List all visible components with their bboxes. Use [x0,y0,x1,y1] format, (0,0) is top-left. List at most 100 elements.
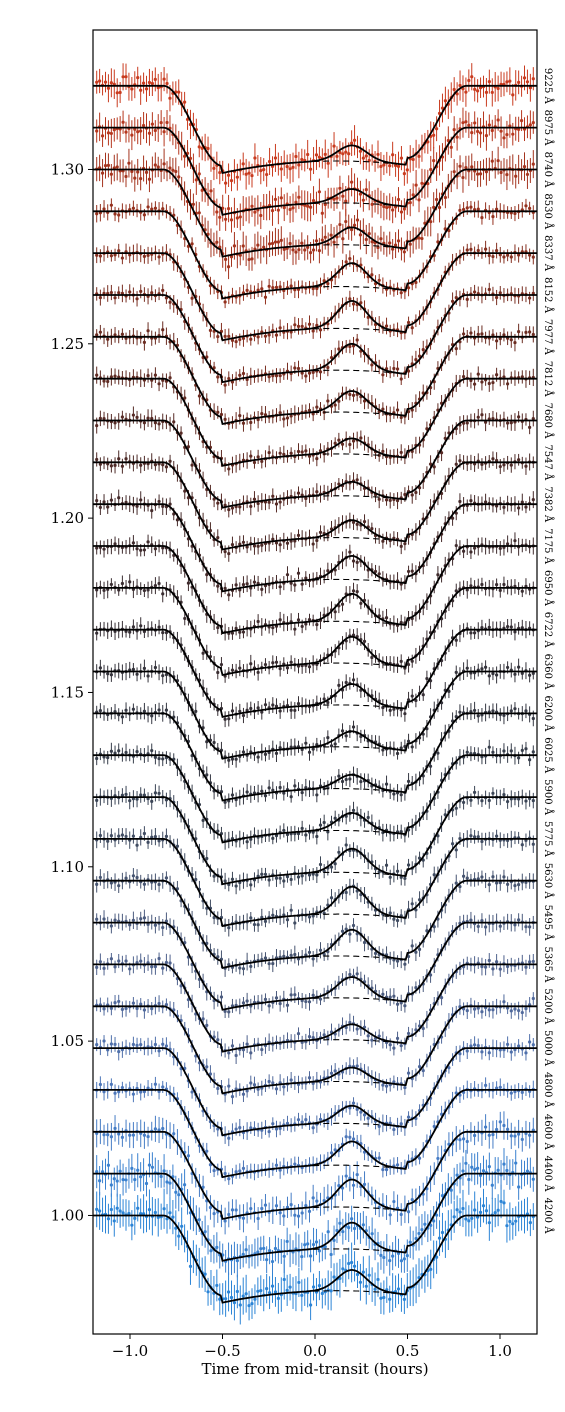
data-point [472,1007,477,1011]
data-point [289,877,293,882]
data-point [311,957,315,961]
data-point [227,508,231,512]
data-point [315,490,319,494]
data-point [454,806,458,810]
data-point [121,1211,125,1215]
data-point [267,1249,272,1253]
data-point [435,1255,439,1259]
data-point [341,1230,345,1234]
data-point [282,1277,286,1282]
data-point [297,1280,301,1285]
data-point [351,678,356,682]
data-point [406,1210,411,1214]
data-point [161,757,165,761]
data-point [403,492,407,497]
data-point [350,1217,354,1221]
data-point [159,1174,163,1179]
data-point [230,709,235,713]
data-point [238,709,242,713]
data-point [109,498,113,502]
data-point [348,777,352,781]
data-point [366,1116,370,1120]
data-point [461,549,466,553]
data-point [348,1020,352,1025]
data-point [392,958,396,962]
data-point [230,877,235,881]
data-point [117,999,121,1004]
data-point [102,379,106,383]
data-point [150,508,154,513]
data-point [454,881,458,885]
data-point [351,725,356,729]
data-point [212,915,216,920]
data-point [102,1007,106,1011]
data-point [473,1167,477,1171]
data-point [135,843,139,847]
data-point [230,793,235,797]
data-point [498,1085,502,1089]
data-point [234,583,238,587]
data-point [439,996,444,1000]
data-point [341,1267,345,1271]
data-point [524,799,528,803]
data-point [329,1289,333,1293]
series-points-15 [95,574,535,683]
data-point [311,914,315,918]
data-point [304,576,308,580]
data-point [260,1206,264,1211]
data-point [367,1273,371,1277]
data-point [388,875,392,879]
data-point [282,879,286,883]
data-point [113,421,117,425]
data-point [362,519,367,524]
data-point [128,1133,132,1137]
data-point [406,698,411,702]
data-point [212,740,216,745]
data-point [234,626,238,630]
data-point [150,748,154,753]
data-point [509,1091,513,1095]
data-point [153,791,158,795]
data-point [395,959,400,963]
data-point [443,813,447,817]
data-point [135,797,139,801]
data-point [153,463,158,467]
data-point [241,750,246,754]
data-point [216,535,220,540]
data-point [373,569,378,574]
data-point [469,550,473,554]
data-point [491,791,495,795]
data-point [113,1126,117,1130]
data-point [135,1006,139,1011]
data-point [300,791,304,795]
data-point [274,704,279,708]
data-point [322,820,326,825]
data-point [423,1222,427,1226]
data-point [502,749,506,753]
data-point [528,1040,532,1044]
data-point [270,1259,275,1264]
data-point [528,1221,532,1225]
data-point [381,748,385,752]
data-point [153,755,158,759]
data-point [520,1010,524,1015]
data-point [109,1042,113,1046]
data-point [153,1210,157,1215]
data-point [311,993,315,997]
data-point [491,967,495,971]
data-point [98,666,102,670]
data-point [432,1124,436,1129]
data-point [157,756,161,761]
data-point [480,1050,484,1054]
data-point [120,715,124,719]
data-point [505,1168,509,1173]
data-point [480,413,484,417]
data-point [520,748,524,752]
data-point [509,463,513,467]
data-point [454,543,458,548]
data-point [408,1240,412,1244]
data-point [263,662,268,667]
data-point [113,1001,117,1005]
data-point [208,1205,213,1210]
data-point [113,374,117,378]
